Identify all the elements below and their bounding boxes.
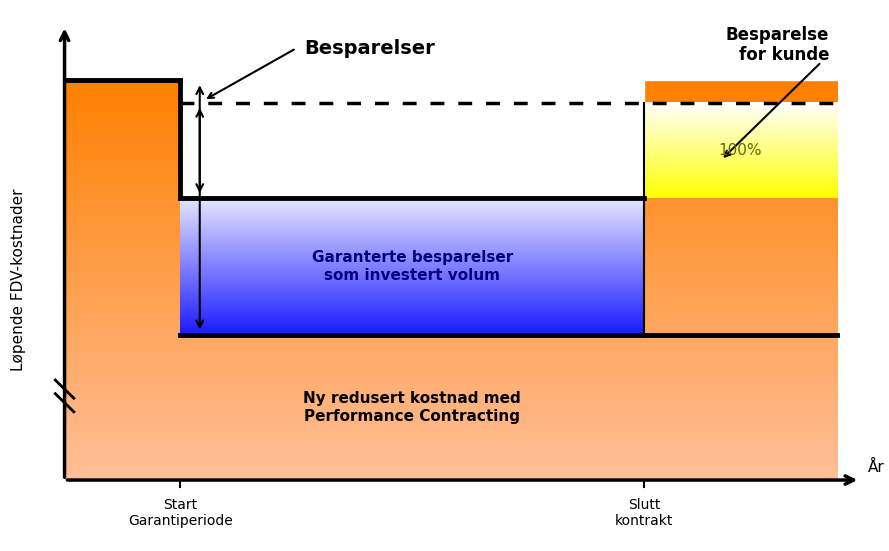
Text: Løpende FDV-kostnader: Løpende FDV-kostnader	[11, 189, 26, 371]
Text: Slutt
kontrakt: Slutt kontrakt	[614, 498, 673, 528]
Text: Garanterte besparelser
som investert volum: Garanterte besparelser som investert vol…	[311, 250, 513, 283]
Text: År: År	[868, 461, 885, 476]
Text: 100%: 100%	[718, 143, 762, 158]
Text: Ny redusert kostnad med
Performance Contracting: Ny redusert kostnad med Performance Cont…	[303, 391, 521, 424]
Text: Besparelse
for kunde: Besparelse for kunde	[725, 25, 829, 64]
Text: Besparelser: Besparelser	[304, 39, 435, 58]
Text: Start
Garantiperiode: Start Garantiperiode	[128, 498, 233, 528]
